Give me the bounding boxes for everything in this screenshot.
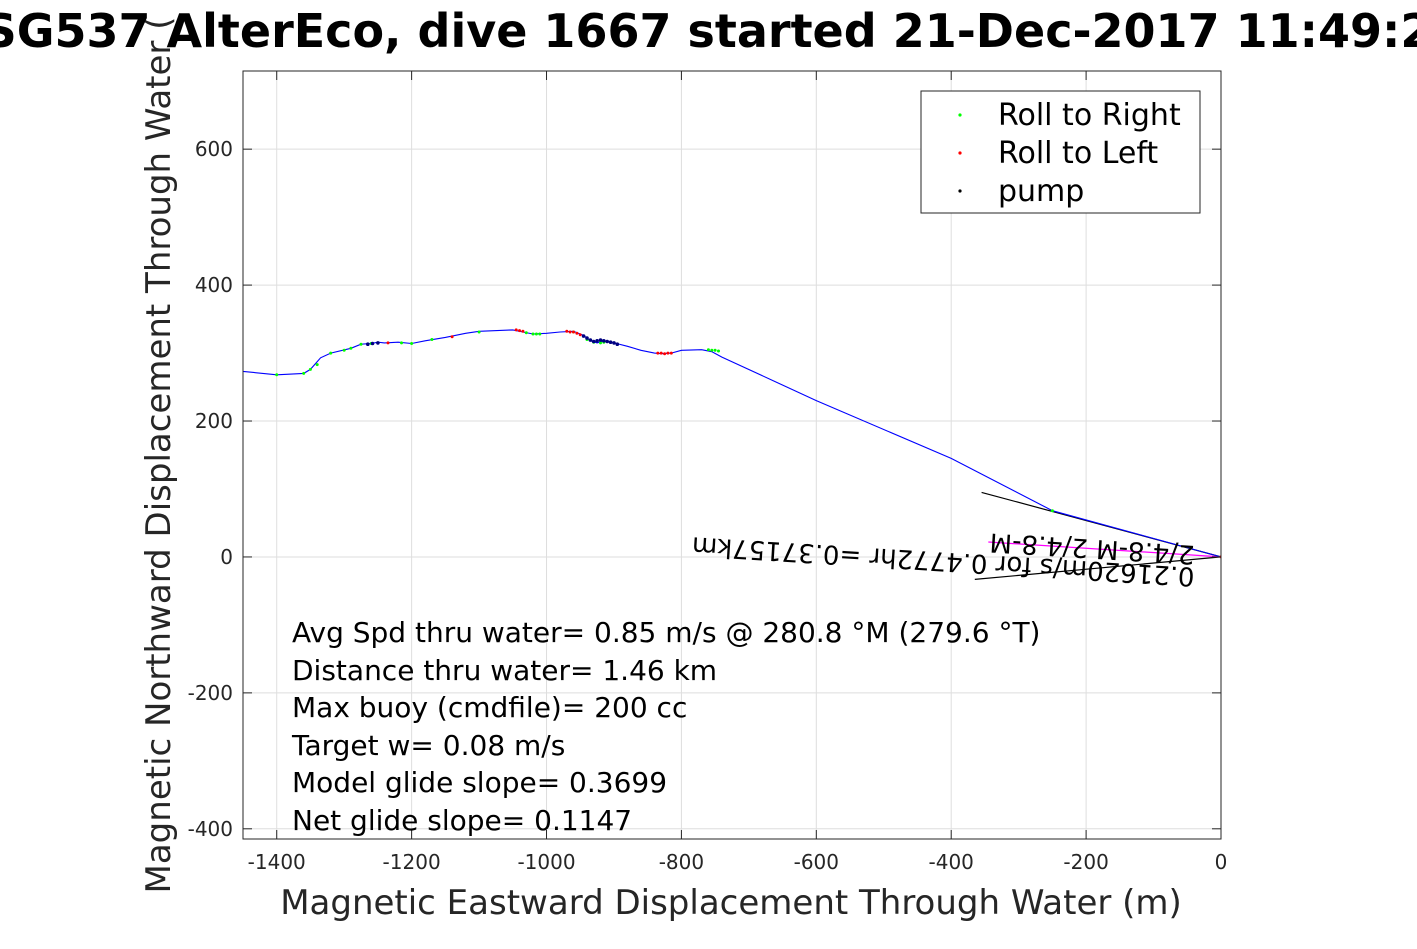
pump-point <box>591 339 596 344</box>
legend-label-roll-left: Roll to Left <box>998 136 1158 171</box>
y-tick-label: 0 <box>220 545 233 569</box>
roll-left-point <box>666 351 670 355</box>
roll-right-point <box>410 342 414 345</box>
roll-left-point <box>518 329 521 333</box>
roll-left-point <box>669 351 673 355</box>
roll-right-point <box>315 363 319 367</box>
roll-right-point <box>538 332 542 336</box>
stats-block: Avg Spd thru water= 0.85 m/s @ 280.8 °M … <box>291 616 1040 837</box>
x-tick-label: -1400 <box>248 850 306 874</box>
roll-left-point <box>386 341 390 345</box>
pump-point <box>595 339 599 343</box>
x-tick-label: -800 <box>659 850 704 874</box>
pump-point <box>376 341 380 345</box>
stat-distance: Distance thru water= 1.46 km <box>292 654 717 687</box>
roll-left-point <box>572 330 575 334</box>
pump-point <box>585 336 589 340</box>
roll-right-point <box>342 348 346 352</box>
roll-left-point <box>568 330 572 334</box>
roll-right-point <box>534 332 538 336</box>
roll-right-point <box>430 338 434 341</box>
x-tick-label: -1000 <box>517 850 575 874</box>
roll-right-point <box>706 348 710 352</box>
current-vector-line <box>988 541 1221 558</box>
legend-box <box>920 90 1201 214</box>
legend: Roll to Right Roll to Left pump <box>920 90 1201 214</box>
roll-left-points <box>386 328 1221 559</box>
stat-max-buoy: Max buoy (cmdfile)= 200 cc <box>292 691 687 724</box>
roll-right-point <box>275 373 279 377</box>
legend-marker-pump <box>958 189 962 193</box>
pump-point <box>581 334 586 338</box>
legend-marker-roll-left <box>958 151 962 155</box>
x-tick-label: -400 <box>929 850 974 874</box>
roll-left-point <box>663 352 667 356</box>
legend-label-pump: pump <box>998 174 1084 209</box>
pump-point <box>598 338 603 342</box>
x-axis-label: Magnetic Eastward Displacement Through W… <box>280 883 1182 923</box>
data-layer <box>243 328 1221 580</box>
roll-right-point <box>308 367 312 371</box>
roll-right-point <box>713 348 717 352</box>
roll-left-point <box>521 329 525 333</box>
pump-points <box>366 334 620 347</box>
pump-point <box>608 340 613 345</box>
roll-left-point <box>659 351 663 355</box>
roll-right-point <box>302 371 306 375</box>
plot-frame <box>242 70 1222 840</box>
stat-avg-speed: Avg Spd thru water= 0.85 m/s @ 280.8 °M … <box>292 616 1040 649</box>
stat-target-w: Target w= 0.08 m/s <box>291 729 565 762</box>
legend-marker-roll-right <box>958 113 962 117</box>
roll-right-point <box>1050 509 1054 513</box>
roll-right-point <box>400 341 403 345</box>
x-tick-label: -600 <box>794 850 839 874</box>
x-tick-label: -200 <box>1063 850 1108 874</box>
roll-right-point <box>524 331 528 335</box>
roll-right-point <box>717 349 720 353</box>
pump-point <box>602 339 606 343</box>
roll-right-point <box>359 342 363 346</box>
chart-title: SG537 AlterEco, dive 1667 started 21-Dec… <box>0 4 1417 58</box>
axis-ticks: -1400 -1200 -1000 -800 -600 -400 -200 0 -400 -200… <box>188 71 1228 874</box>
roll-left-point <box>575 331 579 335</box>
roll-right-point <box>329 351 333 355</box>
pump-point <box>370 341 375 346</box>
roll-left-point <box>656 351 660 355</box>
pump-point <box>605 339 609 344</box>
y-tick-label: 400 <box>195 273 233 297</box>
x-tick-label: 0 <box>1215 850 1228 874</box>
roll-right-point <box>477 330 481 334</box>
x-tick-label: -1200 <box>383 850 441 874</box>
y-axis-label: Magnetic Northward Displacement Through … <box>139 17 179 894</box>
roll-left-point <box>514 328 518 332</box>
y-tick-label: -200 <box>188 681 233 705</box>
roll-right-point <box>531 332 535 336</box>
roll-left-point <box>565 329 569 333</box>
roll-right-point <box>710 348 714 352</box>
pump-point <box>612 341 616 345</box>
y-tick-label: 200 <box>195 409 233 433</box>
stat-net-glide: Net glide slope= 0.1147 <box>292 804 632 837</box>
roll-right-point <box>349 346 353 350</box>
roll-right-point <box>599 341 602 345</box>
roll-right-points <box>275 330 1054 513</box>
y-tick-label: -400 <box>188 817 233 841</box>
pump-point <box>615 342 620 347</box>
pump-point <box>366 342 370 347</box>
pump-point <box>588 338 593 342</box>
roll-left-point <box>578 333 582 337</box>
dive-track-line <box>243 329 1221 558</box>
stat-model-glide: Model glide slope= 0.3699 <box>292 766 667 799</box>
y-tick-label: 600 <box>195 137 233 161</box>
current-wedge-line <box>974 556 1221 580</box>
legend-label-roll-right: Roll to Right <box>998 98 1181 133</box>
roll-left-point <box>450 335 454 339</box>
